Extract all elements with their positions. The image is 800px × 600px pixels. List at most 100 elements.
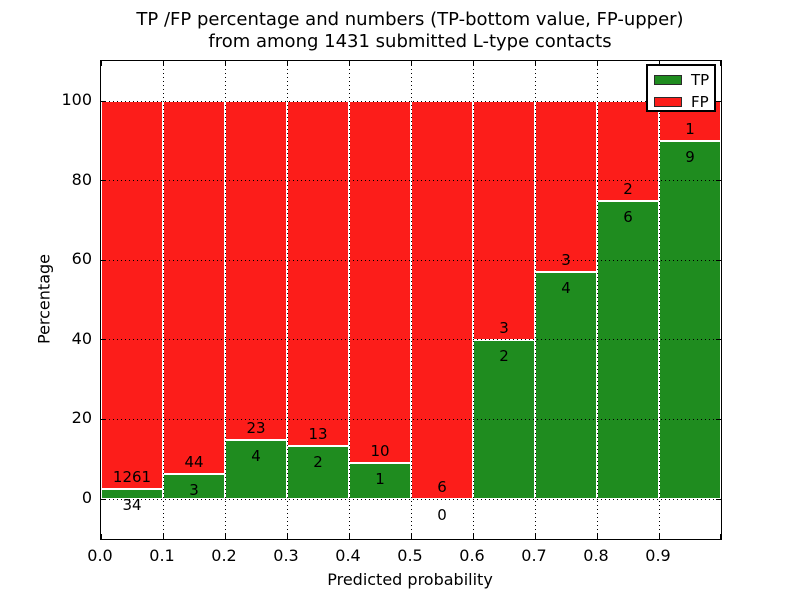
x-tick-label-0.1: 0.1 — [149, 546, 175, 565]
fp-count-label-4: 10 — [370, 441, 390, 460]
bar-fp-4 — [349, 101, 411, 463]
y-tick-mark — [101, 180, 106, 182]
x-tick-mark — [410, 534, 412, 539]
gridline-h — [101, 418, 721, 420]
fp-color-swatch — [654, 97, 682, 107]
x-axis-label: Predicted probability — [327, 570, 493, 589]
x-tick-mark — [348, 61, 350, 66]
fp-count-label-6: 3 — [499, 318, 509, 337]
bar-fp-0 — [101, 101, 163, 489]
x-tick-mark — [100, 534, 102, 539]
x-tick-mark — [162, 534, 164, 539]
gridline-v — [472, 61, 474, 539]
x-tick-label-0.6: 0.6 — [459, 546, 485, 565]
x-tick-mark — [719, 61, 721, 66]
x-tick-mark — [100, 61, 102, 66]
y-tick-mark — [101, 339, 106, 341]
x-tick-mark — [472, 61, 474, 66]
x-tick-mark — [224, 534, 226, 539]
bar-fp-3 — [287, 101, 349, 446]
gridline-v — [534, 61, 536, 539]
y-tick-mark — [716, 180, 721, 182]
bar-fp-8 — [597, 101, 659, 201]
bar-tp-7 — [535, 271, 597, 499]
y-tick-label-40: 40 — [71, 328, 92, 348]
gridline-h — [101, 498, 721, 500]
y-tick-mark — [716, 259, 721, 261]
x-tick-mark — [596, 61, 598, 66]
bar-fp-2 — [225, 101, 287, 441]
y-tick-mark — [716, 339, 721, 341]
tp-count-label-8: 6 — [623, 207, 633, 226]
chart-title-line-2: from among 1431 submitted L-type contact… — [208, 31, 612, 52]
fp-count-label-9: 1 — [685, 119, 695, 138]
x-tick-mark — [596, 534, 598, 539]
tp-count-label-1: 3 — [189, 480, 199, 499]
x-tick-mark — [162, 61, 164, 66]
bar-fp-6 — [473, 101, 535, 340]
legend-item-tp: TP — [654, 71, 714, 89]
y-axis-label: Percentage — [34, 253, 54, 345]
tp-count-label-7: 4 — [561, 278, 571, 297]
x-tick-label-0.8: 0.8 — [583, 546, 609, 565]
tp-count-label-0: 34 — [122, 495, 142, 514]
gridline-h — [101, 180, 721, 182]
x-tick-mark — [348, 534, 350, 539]
y-tick-mark — [101, 498, 106, 500]
tp-count-label-3: 2 — [313, 452, 323, 471]
fp-count-label-2: 23 — [246, 419, 266, 438]
y-tick-mark — [101, 259, 106, 261]
x-tick-mark — [719, 534, 721, 539]
gridline-v — [658, 61, 660, 539]
x-tick-label-0.7: 0.7 — [521, 546, 547, 565]
legend-label-tp: TP — [691, 71, 710, 89]
plot-area: 1261 34 44 3 23 4 13 2 10 1 6 0 3 2 3 4 2 6 1 9 — [100, 60, 722, 540]
x-tick-mark — [224, 61, 226, 66]
y-tick-label-0: 0 — [81, 488, 92, 507]
x-tick-mark — [472, 534, 474, 539]
fp-count-label-0: 1261 — [112, 467, 152, 486]
fp-count-label-5: 6 — [437, 478, 447, 496]
gridline-v — [410, 61, 412, 539]
tp-count-label-6: 2 — [499, 346, 509, 365]
bar-fp-7 — [535, 101, 597, 272]
x-tick-mark — [410, 61, 412, 66]
y-tick-label-100: 100 — [61, 90, 92, 109]
legend-item-fp: FP — [654, 93, 714, 111]
y-tick-mark — [101, 418, 106, 420]
bar-fp-1 — [163, 101, 225, 474]
tp-count-label-5: 0 — [437, 506, 447, 524]
legend-label-fp: FP — [691, 93, 709, 111]
fp-count-label-7: 3 — [561, 250, 571, 269]
y-tick-label-80: 80 — [71, 169, 92, 189]
y-tick-mark — [101, 100, 106, 102]
x-tick-label-0.4: 0.4 — [335, 546, 361, 565]
fp-count-label-8: 2 — [623, 179, 633, 198]
y-tick-mark — [716, 498, 721, 500]
y-tick-label-20: 20 — [71, 408, 92, 428]
chart-title-line-1: TP /FP percentage and numbers (TP-bottom… — [136, 9, 684, 30]
fp-count-label-1: 44 — [184, 452, 204, 471]
gridline-v — [596, 61, 598, 539]
gridline-v — [224, 61, 226, 539]
x-tick-mark — [286, 61, 288, 66]
x-tick-label-0.9: 0.9 — [645, 546, 671, 565]
gridline-h — [101, 100, 721, 102]
x-tick-mark — [286, 534, 288, 539]
x-tick-mark — [534, 534, 536, 539]
gridline-h — [101, 259, 721, 261]
x-tick-label-0.5: 0.5 — [397, 546, 423, 565]
gridline-v — [286, 61, 288, 539]
y-tick-label-60: 60 — [71, 249, 92, 269]
tp-count-label-2: 4 — [251, 447, 261, 466]
x-tick-label-0.2: 0.2 — [211, 546, 237, 565]
x-tick-mark — [658, 534, 660, 539]
tp-count-label-4: 1 — [375, 469, 385, 488]
gridline-v — [348, 61, 350, 539]
tp-color-swatch — [654, 75, 682, 85]
y-tick-mark — [716, 418, 721, 420]
bar-tp-9 — [659, 140, 721, 499]
fp-count-label-3: 13 — [308, 424, 328, 443]
tp-count-label-9: 9 — [685, 147, 695, 166]
